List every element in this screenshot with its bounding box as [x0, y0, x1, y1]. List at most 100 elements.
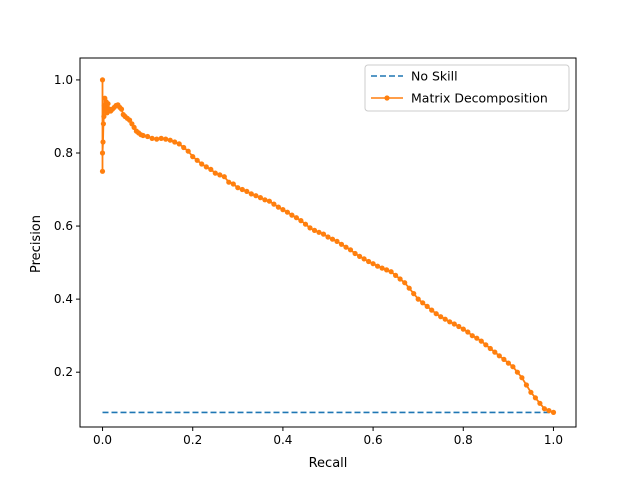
series-1-point — [289, 212, 295, 218]
series-1-point — [456, 323, 462, 330]
series-1-point — [253, 193, 259, 199]
series-1-point — [496, 353, 502, 359]
series-1-point — [366, 258, 372, 265]
series-1-point — [257, 195, 263, 201]
series-1-point — [221, 174, 227, 180]
y-tick-label: 0.2 — [54, 365, 73, 379]
series-1-point — [185, 148, 191, 154]
series-1-point — [244, 188, 250, 194]
x-tick-label: 0.2 — [183, 433, 202, 447]
series-1-point — [235, 185, 241, 191]
series-1-point — [469, 333, 475, 339]
series-1-point — [343, 244, 349, 250]
series-1-point — [158, 135, 164, 141]
series-1-point — [190, 154, 196, 160]
series-layer — [99, 77, 557, 415]
series-1-point — [519, 375, 525, 381]
series-1-point — [514, 369, 521, 375]
series-1-point — [532, 395, 539, 401]
series-1-point — [118, 106, 125, 112]
legend-box — [364, 64, 570, 112]
series-1-point — [465, 329, 471, 335]
series-1-point — [537, 400, 543, 406]
series-1-point — [284, 209, 290, 215]
series-1-point — [487, 345, 493, 352]
x-tick-label: 0.8 — [454, 433, 473, 447]
series-1-point — [163, 136, 169, 142]
series-1-point — [311, 227, 318, 233]
series-1-point — [384, 267, 390, 273]
series-1-point — [397, 276, 403, 282]
series-1-point — [460, 326, 466, 332]
x-axis-label: Recall — [309, 456, 348, 471]
series-1-point — [154, 136, 160, 142]
series-1-point — [248, 191, 254, 197]
series-1-point — [181, 144, 187, 151]
x-tick-label: 0.6 — [364, 433, 383, 447]
series-1-point — [172, 139, 178, 145]
legend: No Skill Matrix Decomposition — [364, 64, 570, 112]
series-1-point — [127, 117, 133, 123]
legend-marker-1 — [384, 95, 390, 101]
series-1-point — [329, 236, 336, 242]
plot-frame — [79, 57, 577, 428]
series-1-point — [230, 181, 236, 187]
series-1-point — [420, 300, 426, 306]
series-1-point — [99, 168, 106, 174]
series-1-point — [293, 215, 299, 221]
series-1-point — [379, 265, 385, 271]
series-1-point — [199, 161, 205, 167]
series-1-point — [550, 409, 557, 415]
series-1-point — [217, 172, 223, 178]
series-1-point — [212, 170, 218, 176]
series-1-point — [100, 139, 106, 145]
series-1-point — [415, 296, 421, 302]
series-1-point — [424, 303, 430, 309]
series-1-point — [483, 342, 489, 348]
series-1-point — [320, 231, 327, 237]
series-1-point — [433, 311, 439, 317]
series-1-point — [239, 186, 245, 193]
series-1-point — [275, 204, 281, 210]
series-1-point — [316, 229, 322, 235]
series-1-point — [528, 389, 534, 395]
series-1-point — [347, 247, 354, 253]
series-1-point — [501, 356, 507, 362]
series-1-point — [302, 221, 309, 227]
series-1-point — [402, 280, 408, 286]
series-1-point — [140, 132, 146, 139]
series-1-point — [99, 150, 106, 156]
x-tick-label: 0.4 — [273, 433, 292, 447]
series-1-point — [429, 307, 435, 313]
series-1-point — [307, 225, 313, 231]
series-1-point — [352, 250, 358, 257]
series-1-point — [100, 121, 106, 127]
series-1-point — [375, 263, 381, 269]
series-1-point — [194, 157, 200, 163]
series-1-point — [325, 234, 331, 240]
series-1-point — [541, 406, 548, 412]
series-1-point — [99, 77, 106, 83]
series-1-point — [492, 349, 498, 355]
series-1-point — [145, 133, 151, 140]
series-1-point — [361, 256, 367, 262]
y-tick-label: 0.4 — [54, 292, 73, 306]
series-1-point — [523, 382, 530, 388]
series-1-point — [203, 164, 209, 170]
series-1-point — [370, 261, 376, 267]
series-1-point — [393, 272, 399, 278]
series-1-point — [357, 253, 363, 259]
series-1-point — [338, 241, 345, 247]
x-tick-label: 1.0 — [544, 433, 563, 447]
series-1-point — [451, 321, 457, 327]
series-1-point — [442, 316, 448, 322]
series-1-point — [208, 166, 214, 172]
series-1-point — [474, 335, 480, 341]
series-1-point — [131, 124, 137, 130]
y-tick-label: 0.6 — [54, 219, 73, 233]
series-1-point — [271, 201, 277, 207]
series-1-point — [298, 218, 304, 224]
y-axis-label: Precision — [29, 215, 44, 273]
series-1-point — [280, 207, 286, 213]
legend-label-1: Matrix Decomposition — [411, 91, 548, 106]
